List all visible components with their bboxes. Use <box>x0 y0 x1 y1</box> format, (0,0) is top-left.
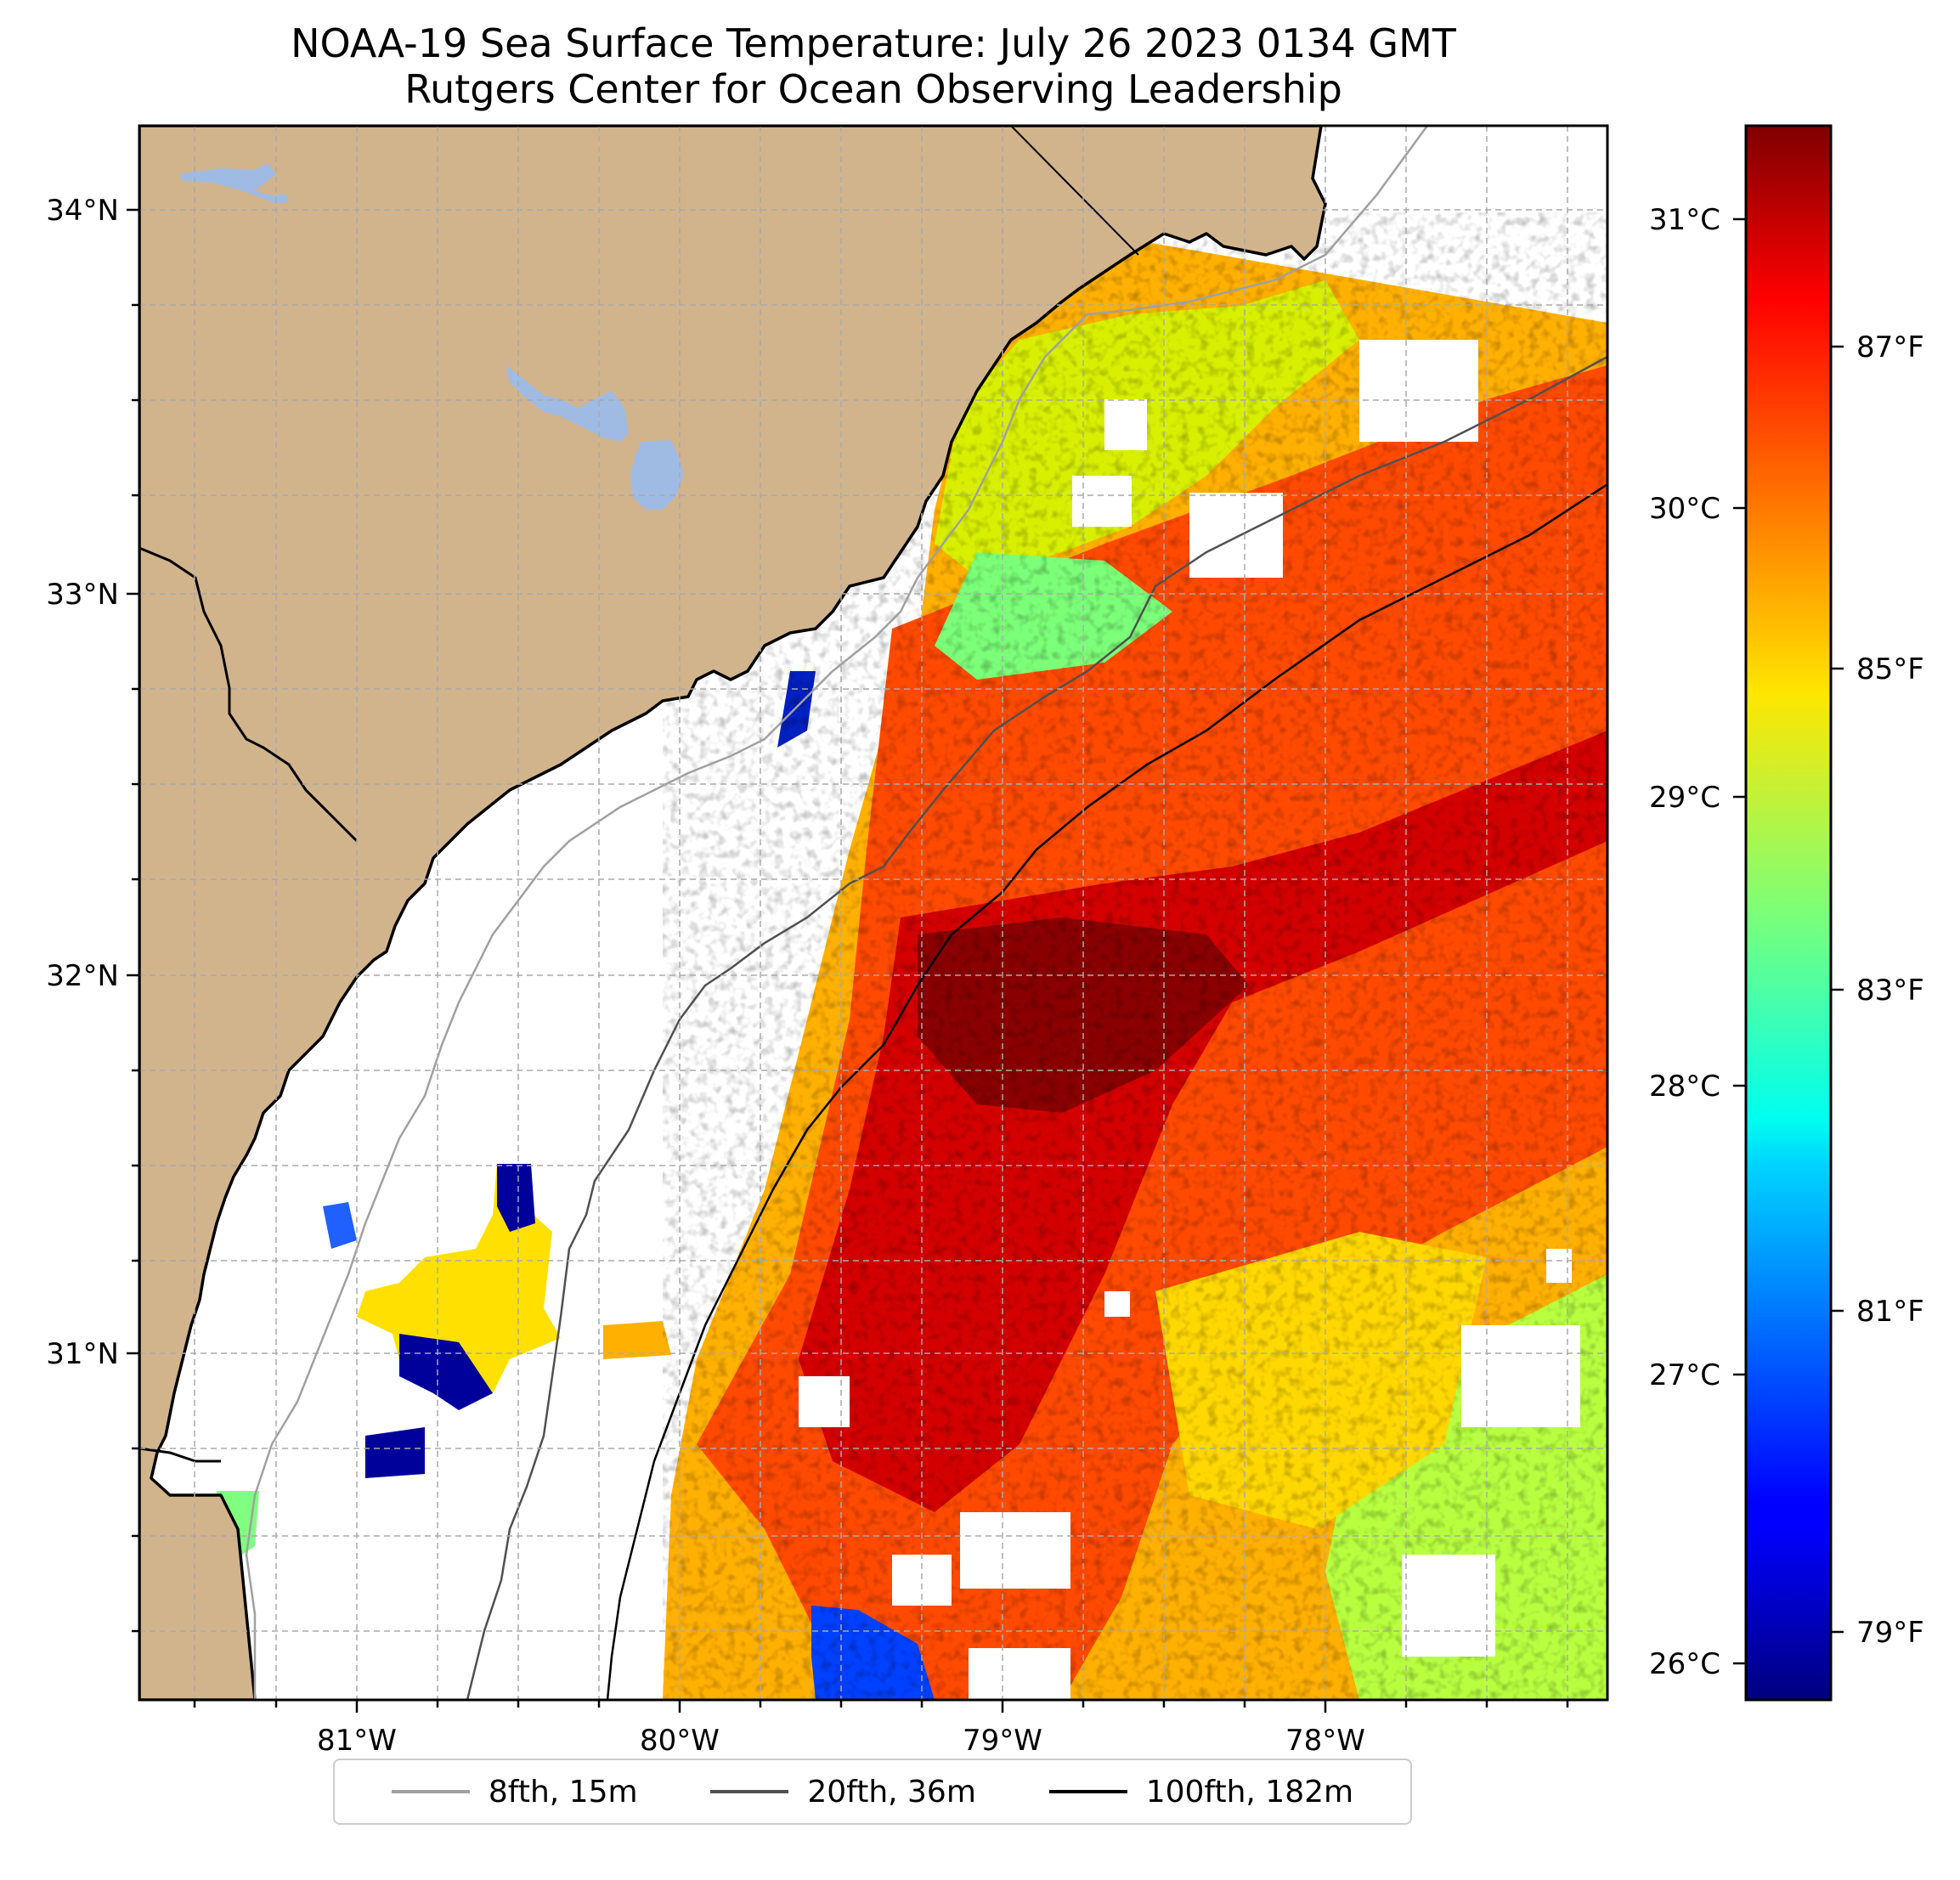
lon-label: 81°W <box>317 1724 397 1758</box>
colorbar-celsius-label: 30°C <box>1649 492 1720 526</box>
nodata-hole <box>1461 1325 1580 1427</box>
sst-small-patch <box>603 1321 671 1359</box>
y-ticks <box>127 208 139 1633</box>
legend-line-black <box>1048 1790 1127 1793</box>
legend-item-8fth: 8fth, 15m <box>391 1774 638 1809</box>
sst-small-patch-2 <box>323 1202 357 1249</box>
legend-label: 20fth, 36m <box>807 1774 976 1809</box>
colorbar-fahrenheit-label: 85°F <box>1856 652 1924 686</box>
nodata-hole <box>799 1376 850 1427</box>
colorbar-fahrenheit-label: 81°F <box>1856 1295 1924 1329</box>
colorbar-celsius-label: 28°C <box>1649 1070 1720 1104</box>
legend-line-dark-gray <box>710 1790 789 1793</box>
sst-field <box>217 212 1607 1700</box>
colorbar-celsius-label: 29°C <box>1649 781 1720 815</box>
colorbar-celsius-label: 26°C <box>1649 1647 1720 1681</box>
nodata-hole <box>969 1648 1070 1700</box>
legend-item-20fth: 20fth, 36m <box>710 1775 976 1809</box>
nodata-hole <box>1072 476 1132 527</box>
nodata-hole <box>1189 493 1283 578</box>
x-ticks <box>193 1700 1569 1713</box>
colorbar-celsius-ticks <box>1733 217 1746 1665</box>
colorbar-fahrenheit-label: 87°F <box>1856 330 1924 364</box>
colorbar-fahrenheit-label: 79°F <box>1856 1616 1924 1650</box>
colorbar-celsius-label: 27°C <box>1649 1358 1720 1392</box>
lake <box>506 365 629 442</box>
nodata-hole <box>1546 1249 1572 1283</box>
map-frame <box>138 124 1609 1702</box>
map-panel <box>139 126 1607 1700</box>
colorbar-celsius-label: 31°C <box>1649 203 1720 237</box>
nodata-hole <box>1359 340 1478 442</box>
lat-label: 31°N <box>46 1337 119 1371</box>
isobath-100fth <box>606 483 1607 1700</box>
lake <box>630 440 684 510</box>
lat-label: 32°N <box>46 959 119 993</box>
isobath-20fth <box>466 355 1607 1700</box>
isobath-8fth <box>245 126 1429 1700</box>
colorbar <box>1744 124 1833 1702</box>
lat-label: 34°N <box>46 194 119 228</box>
chart-subtitle: Rutgers Center for Ocean Observing Leade… <box>404 66 1342 112</box>
nodata-hole <box>960 1512 1070 1589</box>
legend-label: 100fth, 182m <box>1145 1774 1354 1809</box>
sst-west-blue-patch-2 <box>497 1164 535 1232</box>
lat-label: 33°N <box>46 578 119 612</box>
lon-label: 80°W <box>640 1724 720 1758</box>
sst-west-blue-patch <box>399 1334 493 1410</box>
nodata-hole <box>1402 1555 1495 1657</box>
chart-title: NOAA-19 Sea Surface Temperature: July 26… <box>291 20 1456 66</box>
colorbar-fahrenheit-label: 83°F <box>1856 974 1924 1008</box>
lake <box>178 163 289 204</box>
land <box>139 126 1327 1700</box>
legend-label: 8fth, 15m <box>488 1774 638 1809</box>
isobath-legend: 8fth, 15m 20fth, 36m 100fth, 182m <box>333 1759 1412 1825</box>
nodata-hole <box>1104 399 1147 450</box>
state-boundary <box>1010 126 1139 256</box>
gridlines <box>139 126 1607 1700</box>
colorbar-fahrenheit-ticks <box>1831 345 1844 1634</box>
nodata-hole <box>1104 1291 1130 1317</box>
legend-line-light-gray <box>391 1790 470 1793</box>
legend-item-100fth: 100fth, 182m <box>1048 1774 1354 1809</box>
lon-label: 78°W <box>1285 1724 1365 1758</box>
sst-west-blue-patch-3 <box>365 1427 425 1478</box>
state-boundary-sc <box>139 546 359 843</box>
lon-label: 79°W <box>963 1724 1042 1758</box>
state-boundary-fl <box>139 1447 221 1463</box>
